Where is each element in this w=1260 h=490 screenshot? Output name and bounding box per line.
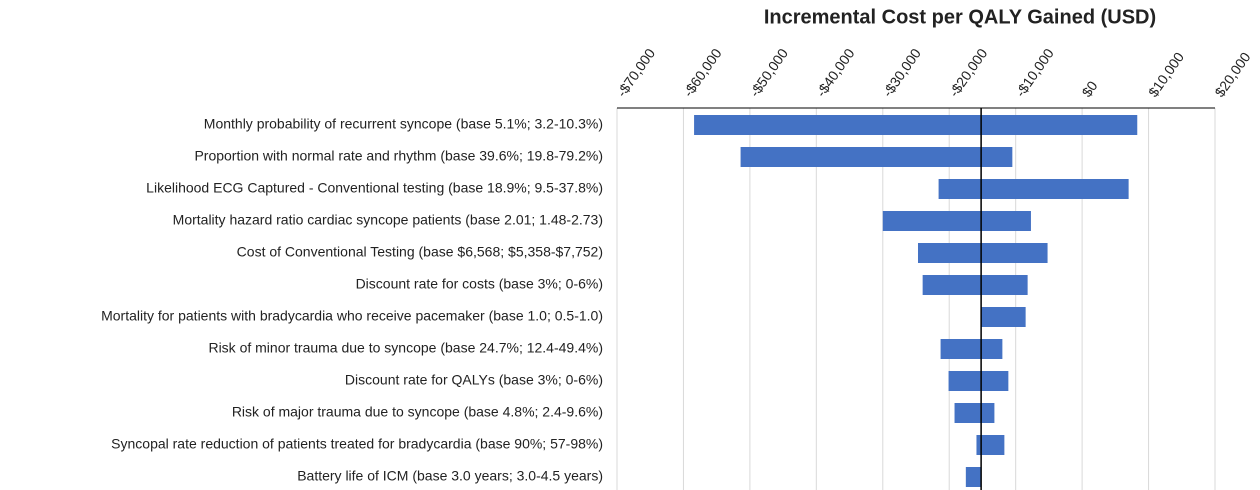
bar-high — [981, 179, 1129, 199]
bar-high — [981, 339, 1003, 359]
category-label: Monthly probability of recurrent syncope… — [204, 116, 603, 132]
category-label: Likelihood ECG Captured - Conventional t… — [146, 180, 603, 196]
x-tick-label: $10,000 — [1145, 49, 1187, 100]
bar-low — [740, 147, 982, 167]
bar-low — [976, 435, 982, 455]
x-tick-label: -$50,000 — [746, 45, 791, 100]
bar-low — [922, 275, 982, 295]
bar-high — [981, 211, 1031, 231]
bar-low — [694, 115, 982, 135]
x-tick-label: -$20,000 — [946, 45, 991, 100]
category-label: Discount rate for QALYs (base 3%; 0-6%) — [345, 372, 603, 388]
bar-high — [981, 435, 1005, 455]
bar-low — [965, 467, 982, 487]
bar-low — [940, 339, 982, 359]
bar-low — [938, 179, 982, 199]
category-label: Battery life of ICM (base 3.0 years; 3.0… — [297, 468, 603, 484]
category-label: Cost of Conventional Testing (base $6,56… — [237, 244, 603, 260]
bar-high — [981, 403, 995, 423]
x-tick-label: -$70,000 — [613, 45, 658, 100]
bar-high — [981, 243, 1048, 263]
x-tick-label: -$40,000 — [813, 45, 858, 100]
bar-high — [981, 115, 1138, 135]
x-tick-label: $0 — [1078, 78, 1100, 100]
category-label: Proportion with normal rate and rhythm (… — [194, 148, 603, 164]
chart-title: Incremental Cost per QALY Gained (USD) — [764, 6, 1156, 28]
bar-low — [954, 403, 982, 423]
bar-low — [948, 371, 982, 391]
x-tick-label: -$10,000 — [1012, 45, 1057, 100]
category-label: Mortality hazard ratio cardiac syncope p… — [173, 212, 603, 228]
bar-high — [981, 307, 1026, 327]
category-label: Risk of minor trauma due to syncope (bas… — [208, 340, 603, 356]
bar-low — [917, 243, 982, 263]
bar-high — [981, 371, 1009, 391]
x-tick-label: -$30,000 — [879, 45, 924, 100]
x-tick-label: $20,000 — [1211, 49, 1253, 100]
category-label: Discount rate for costs (base 3%; 0-6%) — [356, 276, 603, 292]
category-label: Risk of major trauma due to syncope (bas… — [232, 404, 603, 420]
bar-high — [981, 147, 1013, 167]
bar-high — [981, 275, 1028, 295]
category-label: Mortality for patients with bradycardia … — [101, 308, 603, 324]
x-tick-label: -$60,000 — [680, 45, 725, 100]
bar-low — [882, 211, 982, 231]
category-label: Syncopal rate reduction of patients trea… — [111, 436, 603, 452]
